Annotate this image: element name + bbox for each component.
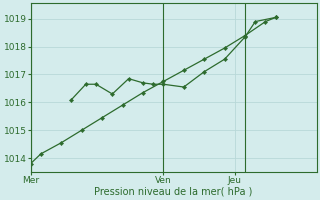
X-axis label: Pression niveau de la mer( hPa ): Pression niveau de la mer( hPa ) xyxy=(94,187,253,197)
